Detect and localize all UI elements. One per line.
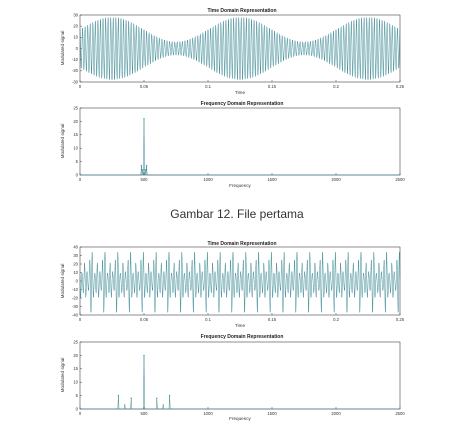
chart-title: Frequency Domain Representation xyxy=(201,101,284,107)
x-tick-label: 0 xyxy=(79,317,82,322)
y-tick-label: 5 xyxy=(76,393,79,398)
chart-1-time-domain: Time Domain Representation -30 -20 -10 0 10 2… xyxy=(60,8,405,95)
y-tick-label: 15 xyxy=(73,366,78,371)
x-tick-label: 0.25 xyxy=(396,84,405,89)
y-axis-label: Modulated signal xyxy=(60,358,65,393)
x-tick-labels: 0 500 1000 1500 2000 2500 xyxy=(79,407,405,416)
y-tick-label: -20 xyxy=(72,68,79,73)
y-tick-label: -40 xyxy=(72,312,79,317)
y-tick-label: 10 xyxy=(73,270,78,275)
x-axis-label: Frequency xyxy=(229,416,251,421)
y-tick-label: -30 xyxy=(72,79,79,84)
y-tick-labels: 0 5 10 15 20 25 xyxy=(73,339,82,411)
x-tick-label: 0.2 xyxy=(333,317,339,322)
x-tick-label: 1500 xyxy=(267,411,277,416)
x-tick-label: 0 xyxy=(79,84,82,89)
x-tick-label: 2000 xyxy=(331,411,341,416)
y-tick-label: 20 xyxy=(73,261,78,266)
signal-line xyxy=(80,118,400,176)
y-tick-label: 25 xyxy=(73,339,78,344)
x-tick-labels: 0 0.05 0.1 0.15 0.2 0.25 xyxy=(79,80,405,89)
chart-title: Time Domain Representation xyxy=(207,241,276,247)
y-tick-label: 10 xyxy=(73,146,78,151)
x-tick-label: 2500 xyxy=(395,177,405,182)
x-tick-label: 0.2 xyxy=(333,84,339,89)
y-tick-label: 0 xyxy=(76,278,79,283)
plot-area-frame xyxy=(79,107,401,176)
plot-area-frame xyxy=(79,341,401,410)
x-tick-label: 2500 xyxy=(395,411,405,416)
chart-4-frequency-domain: Frequency Domain Representation 0 5 10 15 20… xyxy=(60,334,405,421)
x-tick-label: 1000 xyxy=(203,411,213,416)
signal-trace xyxy=(79,17,401,80)
y-tick-label: 5 xyxy=(76,159,79,164)
x-axis-label: Frequency xyxy=(229,183,251,188)
y-tick-label: -10 xyxy=(72,287,79,292)
x-axis-label: Time xyxy=(235,323,245,328)
x-tick-label: 0 xyxy=(79,411,82,416)
y-tick-label: 20 xyxy=(73,353,78,358)
x-tick-label: 500 xyxy=(141,411,149,416)
y-tick-label: 30 xyxy=(73,253,78,258)
spectrum-trace xyxy=(80,118,400,176)
x-tick-label: 0.05 xyxy=(140,84,149,89)
x-tick-label: 0 xyxy=(79,177,82,182)
y-tick-label: 40 xyxy=(73,244,78,249)
y-tick-label: 10 xyxy=(73,380,78,385)
y-axis-label: Modulated signal xyxy=(60,264,65,299)
chart-2-frequency-domain: Frequency Domain Representation 0 5 10 15 20… xyxy=(60,101,405,188)
signal-trace xyxy=(79,251,401,313)
y-tick-label: 0 xyxy=(76,172,79,177)
y-tick-label: 25 xyxy=(73,105,78,110)
x-tick-label: 0.15 xyxy=(268,84,277,89)
x-tick-label: 0.25 xyxy=(396,317,405,322)
y-tick-labels: -30 -20 -10 0 10 20 30 xyxy=(72,12,82,84)
x-tick-label: 0.1 xyxy=(205,317,211,322)
signal-line xyxy=(79,17,401,80)
x-tick-label: 1500 xyxy=(267,177,277,182)
signal-line xyxy=(80,355,400,410)
chart-3-time-domain: Time Domain Representation -40 -30 -20 -10 0… xyxy=(60,241,405,328)
x-tick-label: 500 xyxy=(141,177,149,182)
y-axis-label: Modulated signal xyxy=(60,31,65,66)
x-tick-label: 0.05 xyxy=(140,317,149,322)
y-tick-label: 20 xyxy=(73,24,78,29)
x-tick-labels: 0 500 1000 1500 2000 2500 xyxy=(79,173,405,182)
y-tick-label: 20 xyxy=(73,119,78,124)
y-tick-label: -30 xyxy=(72,304,79,309)
y-tick-label: -20 xyxy=(72,295,79,300)
y-tick-labels: -40 -30 -20 -10 0 10 20 30 40 xyxy=(72,244,82,317)
y-tick-label: -10 xyxy=(72,57,79,62)
x-tick-label: 0.15 xyxy=(268,317,277,322)
signal-line xyxy=(79,251,401,313)
x-tick-labels: 0 0.05 0.1 0.15 0.2 0.25 xyxy=(79,313,405,322)
y-axis-label: Modulated signal xyxy=(60,124,65,159)
y-tick-labels: 0 5 10 15 20 25 xyxy=(73,105,82,177)
chart-title: Frequency Domain Representation xyxy=(201,334,284,340)
y-tick-label: 10 xyxy=(73,35,78,40)
x-axis-label: Time xyxy=(235,90,245,95)
x-tick-label: 0.1 xyxy=(205,84,211,89)
figure-caption: Gambar 12. File pertama xyxy=(170,207,304,221)
spectrum-trace xyxy=(80,354,400,410)
y-tick-label: 30 xyxy=(73,12,78,17)
x-tick-label: 1000 xyxy=(203,177,213,182)
y-tick-label: 15 xyxy=(73,132,78,137)
chart-title: Time Domain Representation xyxy=(207,8,276,14)
y-tick-label: 0 xyxy=(76,406,79,411)
y-tick-label: 0 xyxy=(76,46,79,51)
x-tick-label: 2000 xyxy=(331,177,341,182)
